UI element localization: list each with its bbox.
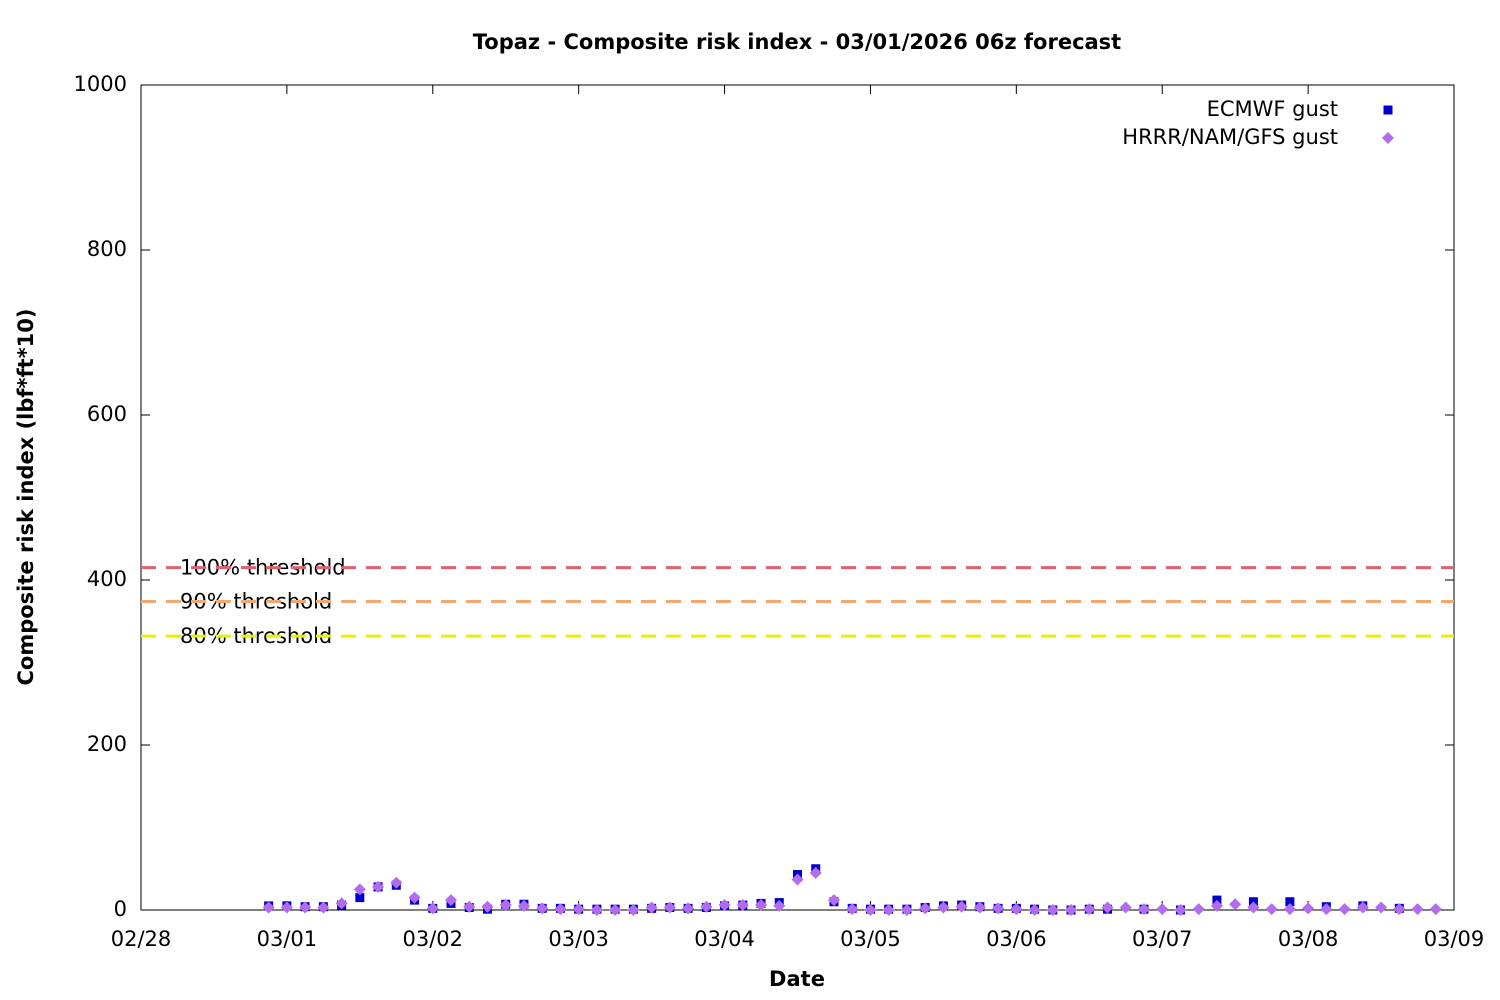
x-tick-label: 03/06 [986,927,1047,951]
data-point [1285,897,1295,907]
data-point [335,897,348,910]
x-tick-label: 03/01 [257,927,318,951]
chart-title: Topaz - Composite risk index - 03/01/202… [473,30,1121,54]
data-point [299,901,312,914]
legend-label: ECMWF gust [1207,97,1338,121]
y-tick-label: 600 [87,402,127,426]
y-tick-label: 200 [87,732,127,756]
y-axis-label: Composite risk index (lbf*ft*10) [14,308,38,685]
data-point [1083,903,1096,916]
data-point [1375,901,1388,914]
data-point [445,894,458,907]
x-tick-label: 03/03 [548,927,609,951]
data-point [1247,901,1260,914]
data-point [1101,901,1114,914]
data-point [919,902,932,915]
data-point [1210,899,1223,912]
data-point [955,900,968,913]
data-point [1010,903,1023,916]
data-point [1320,903,1333,916]
y-tick-label: 0 [114,897,127,921]
data-point [791,873,804,886]
x-tick-label: 03/08 [1278,927,1339,951]
data-point [1356,901,1369,914]
x-tick-label: 03/07 [1132,927,1193,951]
data-point [1229,898,1242,911]
x-tick-label: 03/05 [840,927,901,951]
data-point [1393,903,1406,916]
data-point [773,899,786,912]
data-point [390,876,403,889]
data-point [355,893,365,903]
data-point [1065,904,1078,916]
data-point [1192,903,1205,916]
data-point [882,904,895,916]
data-point [755,899,768,912]
data-point [481,900,494,913]
data-point [718,899,731,912]
data-point [1411,903,1424,916]
data-point [663,901,676,914]
data-point [682,902,695,915]
data-point [536,902,549,915]
data-point [463,900,476,913]
data-point [1119,901,1132,914]
data-point [1283,903,1296,916]
data-point [864,904,877,916]
data-point [827,894,840,907]
data-point [1028,904,1041,916]
data-point [937,901,950,914]
data-point [1429,903,1442,916]
data-point [1174,904,1187,916]
data-point [554,903,567,916]
data-point [372,880,385,893]
legend-marker [1383,105,1393,115]
y-tick-label: 400 [87,567,127,591]
data-point [736,899,749,912]
y-tick-label: 1000 [74,72,127,96]
data-point [900,904,913,916]
x-tick-label: 02/28 [111,927,172,951]
data-point [499,899,512,912]
data-point [1156,903,1169,916]
data-point [627,904,640,916]
data-point [1265,903,1278,916]
data-point [408,891,421,904]
x-axis-label: Date [769,967,825,991]
data-point [262,901,275,914]
x-tick-label: 03/02 [403,927,464,951]
data-point [517,899,530,912]
x-tick-label: 03/09 [1424,927,1485,951]
data-point [280,901,293,914]
legend-marker [1382,132,1394,144]
data-point [1338,903,1351,916]
data-point [700,900,713,913]
data-point [809,866,822,879]
data-point [426,902,439,915]
data-point [572,903,585,916]
data-point [353,883,366,896]
data-point [609,904,622,916]
data-point [846,903,859,916]
data-point [1302,902,1315,915]
data-point [1046,904,1059,916]
data-point [992,902,1005,915]
x-tick-label: 03/04 [694,927,755,951]
data-point [973,901,986,914]
data-point [317,901,330,914]
y-tick-label: 800 [87,237,127,261]
data-point [590,904,603,916]
plot-frame [140,84,1455,911]
data-point [645,901,658,914]
legend-label: HRRR/NAM/GFS gust [1122,125,1338,149]
data-point [1137,903,1150,916]
